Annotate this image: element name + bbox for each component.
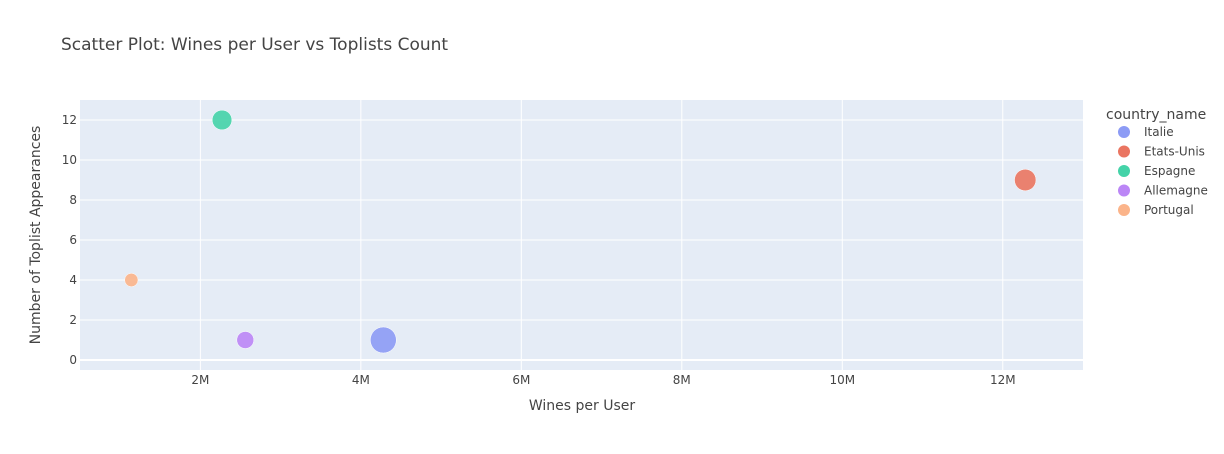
scatter-point-allemagne[interactable]: [236, 331, 255, 349]
y-tick-label: 8: [69, 193, 77, 207]
y-tick-label: 12: [62, 113, 77, 127]
legend-marker[interactable]: [1118, 126, 1130, 138]
y-tick-label: 4: [69, 273, 77, 287]
legend-marker[interactable]: [1118, 204, 1130, 216]
legend-item-label[interactable]: Etats-Unis: [1144, 145, 1205, 159]
x-axis-label: Wines per User: [529, 398, 636, 414]
legend-marker[interactable]: [1118, 145, 1130, 158]
x-tick-label: 6M: [512, 373, 530, 387]
scatter-point-italie[interactable]: [370, 326, 397, 354]
legend-marker[interactable]: [1118, 165, 1130, 177]
x-tick-label: 4M: [352, 373, 370, 387]
y-tick-label: 6: [69, 233, 77, 247]
plot-area: [80, 100, 1083, 370]
legend-item-label[interactable]: Allemagne: [1144, 184, 1208, 198]
data-points: [124, 109, 1037, 354]
grid-lines: [80, 100, 1083, 370]
y-tick-label: 0: [69, 353, 77, 367]
legend-title: country_name: [1106, 107, 1206, 123]
chart-title: Scatter Plot: Wines per User vs Toplists…: [61, 35, 448, 55]
x-tick-label: 10M: [829, 373, 855, 387]
x-tick-label: 12M: [990, 373, 1016, 387]
legend-marker[interactable]: [1118, 184, 1130, 197]
legend-item-label[interactable]: Italie: [1144, 125, 1174, 139]
x-tick-label: 2M: [191, 373, 209, 387]
y-axis-label: Number of Toplist Appearances: [28, 126, 44, 345]
scatter-point-portugal[interactable]: [124, 273, 139, 287]
y-tick-label: 10: [62, 153, 77, 167]
y-axis-ticks: 0 2 4 6 8 10 12: [62, 113, 77, 367]
legend-item-label[interactable]: Espagne: [1144, 164, 1195, 178]
y-tick-label: 2: [69, 313, 77, 327]
x-axis-ticks: 2M 4M 6M 8M 10M 12M: [191, 373, 1015, 387]
x-tick-label: 8M: [673, 373, 691, 387]
legend: country_name Italie Etats-Unis Espagne Alle…: [1106, 107, 1208, 217]
legend-item-label[interactable]: Portugal: [1144, 203, 1194, 217]
scatter-point-espagne[interactable]: [211, 109, 233, 131]
scatter-point-etats-unis[interactable]: [1014, 169, 1037, 191]
